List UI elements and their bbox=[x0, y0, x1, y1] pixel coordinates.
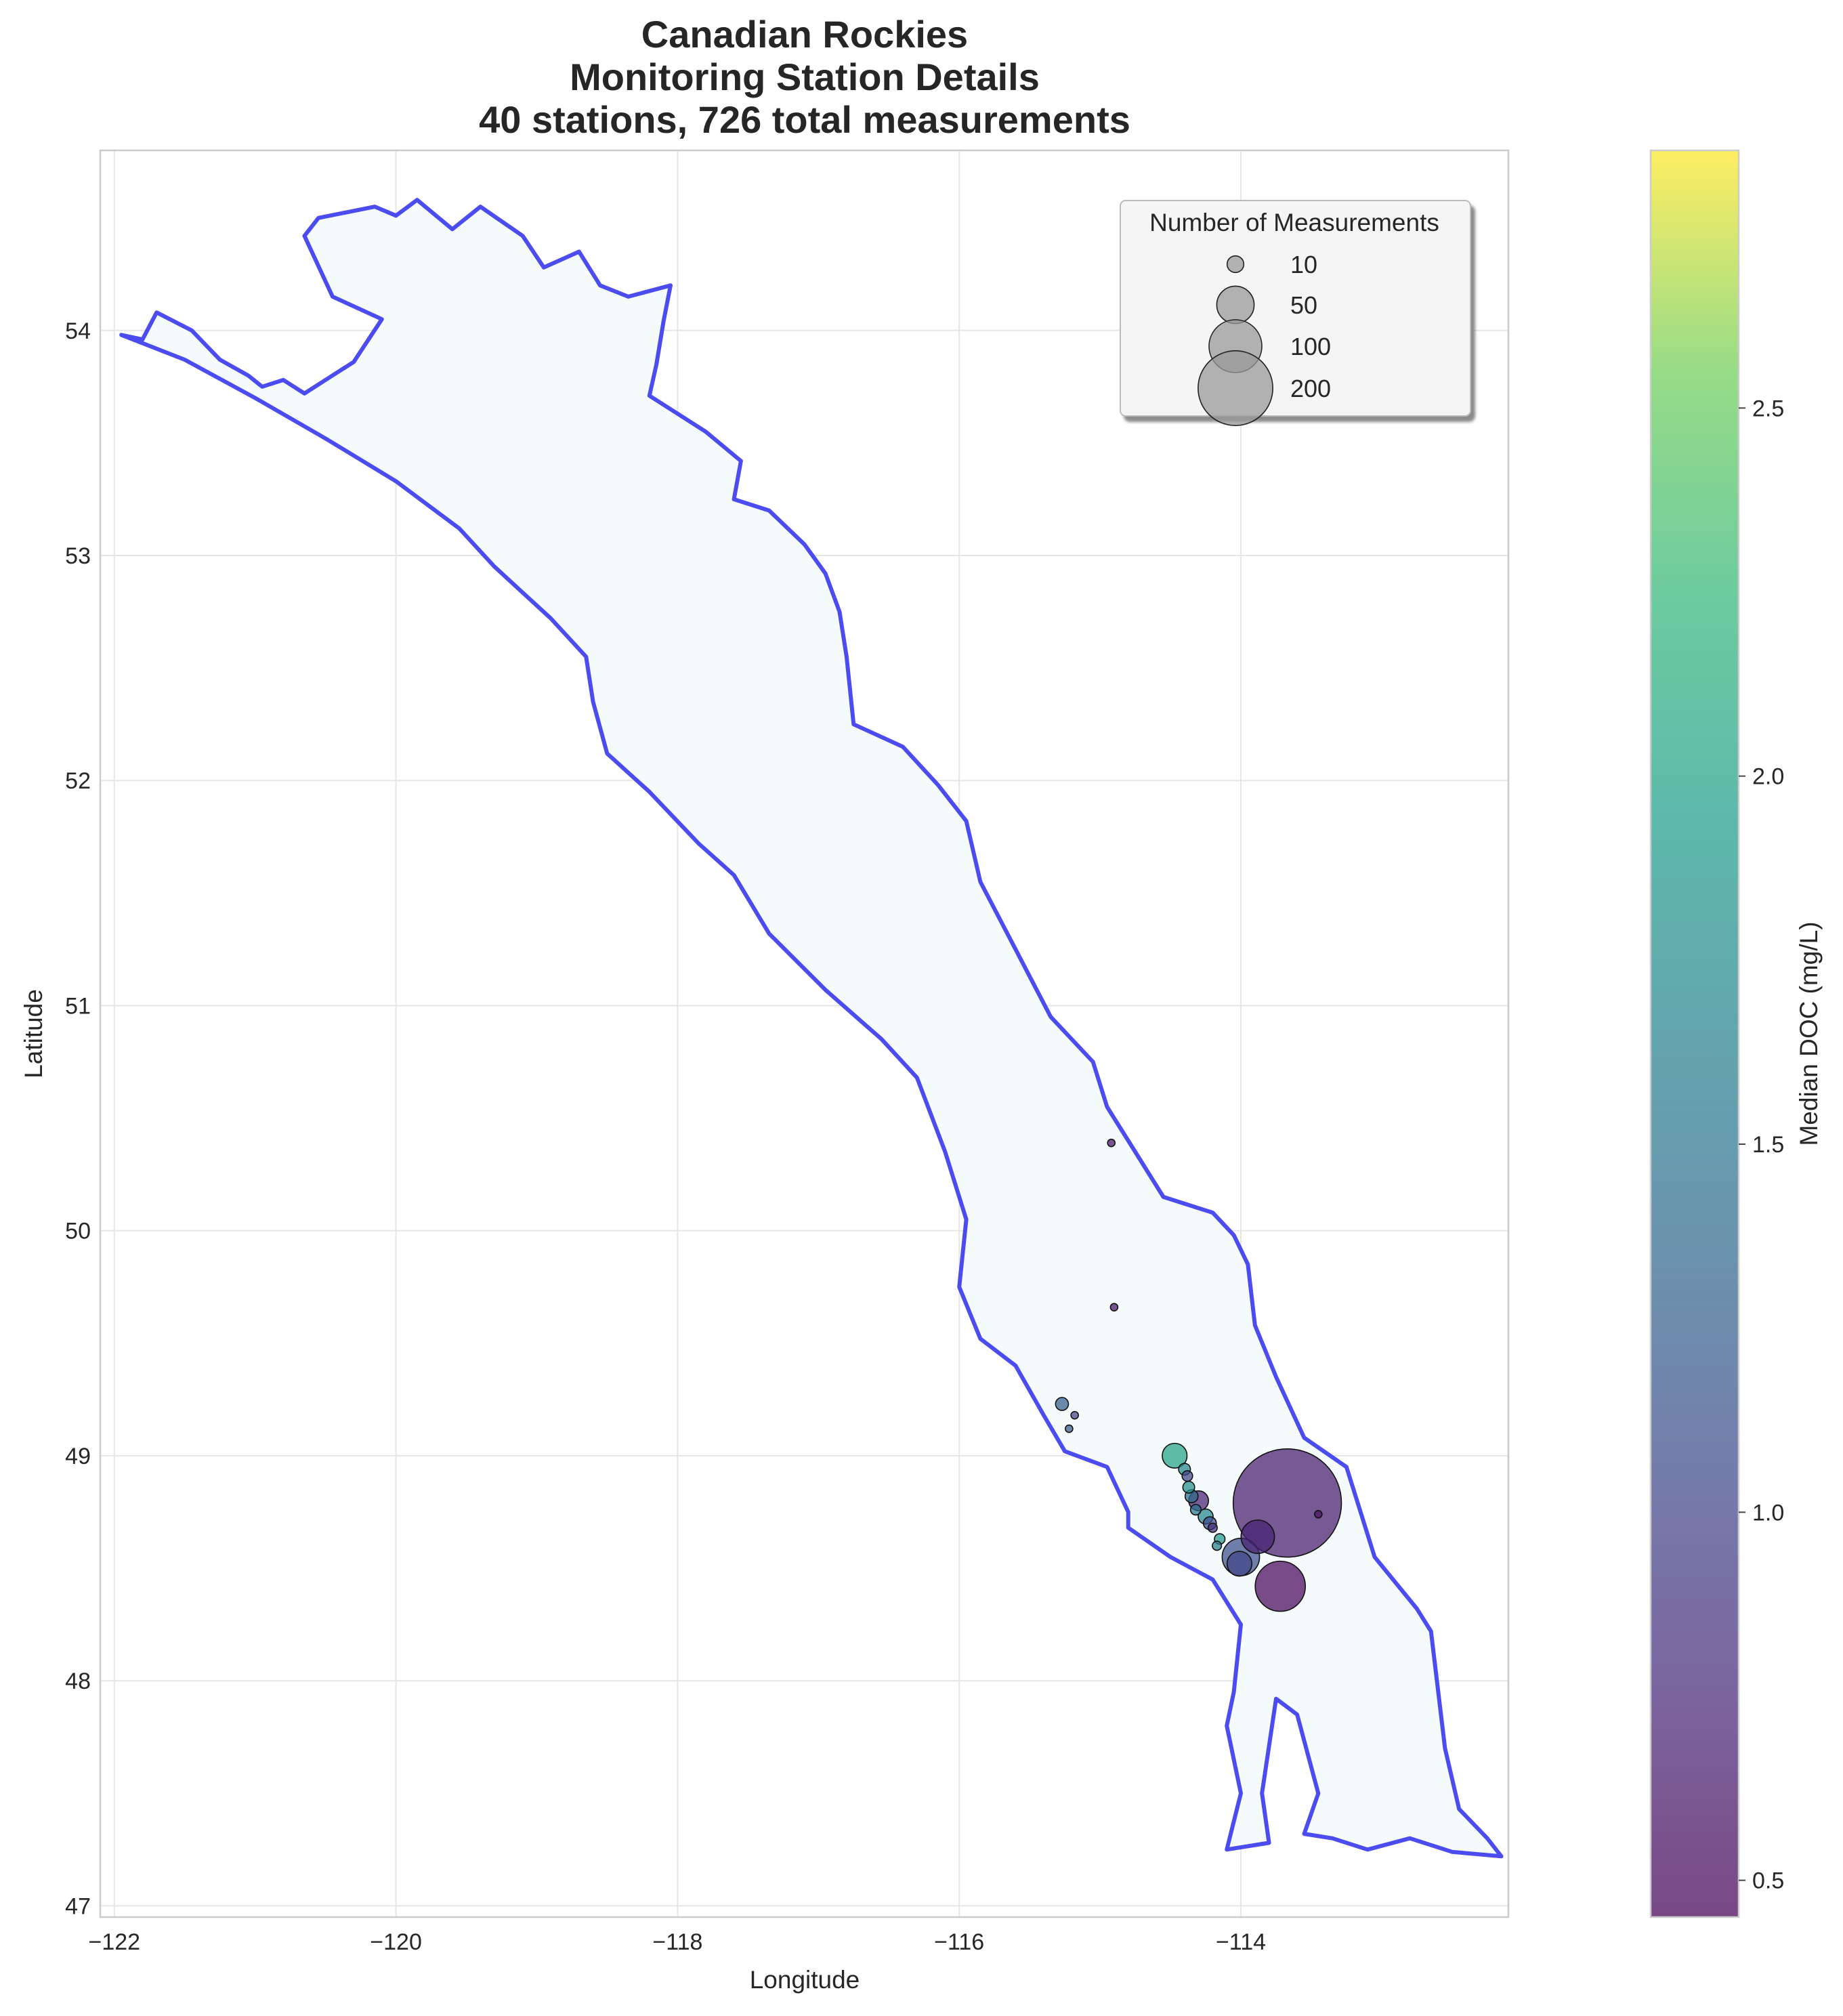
y-tick-label-0: 47 bbox=[65, 1893, 91, 1919]
station-markers bbox=[1055, 1138, 1342, 1612]
x-tick-label-2: −118 bbox=[652, 1929, 702, 1955]
station-marker-3 bbox=[1070, 1410, 1079, 1420]
y-tick-label-7: 54 bbox=[65, 318, 91, 344]
station-marker-4 bbox=[1065, 1424, 1074, 1433]
legend-label-0: 10 bbox=[1290, 251, 1317, 278]
y-axis-label: Latitude bbox=[20, 989, 47, 1078]
station-marker-2 bbox=[1055, 1397, 1069, 1411]
station-marker-7 bbox=[1181, 1470, 1193, 1482]
colorbar-label: Median DOC (mg/L) bbox=[1795, 921, 1823, 1146]
station-marker-19 bbox=[1226, 1551, 1253, 1577]
y-tick-label-2: 49 bbox=[65, 1444, 91, 1469]
colorbar-tick-label-3: 2.0 bbox=[1752, 764, 1784, 790]
colorbar-gradient bbox=[1651, 150, 1739, 1917]
size-legend: Number of Measurements 10 50 100 200 bbox=[1120, 200, 1471, 426]
colorbar-frame bbox=[1649, 149, 1740, 1918]
station-marker-1 bbox=[1109, 1303, 1119, 1311]
legend-label-1: 50 bbox=[1290, 291, 1317, 319]
colorbar: 0.5 1.0 1.5 2.0 2.5 Median DOC (mg/L) bbox=[1649, 149, 1823, 1918]
title-line-1: Canadian Rockies bbox=[641, 13, 968, 56]
legend-marker-1 bbox=[1216, 285, 1255, 324]
region-outline bbox=[119, 198, 1504, 1859]
station-marker-22 bbox=[1314, 1509, 1323, 1519]
x-axis-ticks: −122 −120 −118 −116 −114 bbox=[88, 1929, 1266, 1955]
title-line-3: 40 stations, 726 total measurements bbox=[479, 98, 1130, 141]
y-tick-label-6: 53 bbox=[65, 543, 91, 569]
colorbar-tick-label-2: 1.5 bbox=[1752, 1132, 1784, 1158]
station-marker-16 bbox=[1212, 1540, 1223, 1551]
chart-title: Canadian Rockies Monitoring Station Deta… bbox=[479, 13, 1130, 141]
legend-marker-3 bbox=[1198, 350, 1273, 426]
colorbar-tick-label-0: 0.5 bbox=[1752, 1868, 1784, 1894]
x-tick-label-3: −116 bbox=[934, 1929, 984, 1955]
station-marker-8 bbox=[1182, 1480, 1195, 1494]
colorbar-ticks: 0.5 1.0 1.5 2.0 2.5 bbox=[1739, 396, 1784, 1894]
colorbar-tick-label-4: 2.5 bbox=[1752, 396, 1784, 421]
x-tick-label-4: −114 bbox=[1216, 1929, 1266, 1955]
y-tick-label-5: 52 bbox=[65, 768, 91, 794]
colorbar-tick-label-1: 1.0 bbox=[1752, 1500, 1784, 1526]
legend-box bbox=[1120, 200, 1471, 417]
station-marker-14 bbox=[1207, 1522, 1218, 1533]
y-tick-label-3: 50 bbox=[65, 1219, 91, 1244]
plot-area-frame bbox=[99, 149, 1510, 1918]
station-marker-20 bbox=[1254, 1560, 1307, 1612]
station-marker-0 bbox=[1107, 1138, 1116, 1148]
y-tick-label-1: 48 bbox=[65, 1668, 91, 1694]
legend-title: Number of Measurements bbox=[1149, 209, 1439, 236]
legend-marker-0 bbox=[1226, 255, 1245, 274]
station-marker-5 bbox=[1162, 1442, 1188, 1469]
x-tick-label-0: −122 bbox=[88, 1929, 140, 1955]
station-marker-17 bbox=[1240, 1519, 1275, 1554]
y-axis-ticks: 47 48 49 50 51 52 53 54 bbox=[65, 318, 91, 1920]
legend-label-3: 200 bbox=[1290, 375, 1331, 402]
legend-label-2: 100 bbox=[1290, 333, 1331, 360]
x-axis-label: Longitude bbox=[750, 1966, 860, 1994]
station-marker-11 bbox=[1189, 1504, 1202, 1516]
x-tick-label-1: −120 bbox=[370, 1929, 422, 1955]
y-tick-label-4: 51 bbox=[65, 993, 91, 1019]
title-line-2: Monitoring Station Details bbox=[570, 56, 1040, 98]
legend-entries: 10 50 100 200 bbox=[1198, 251, 1331, 426]
